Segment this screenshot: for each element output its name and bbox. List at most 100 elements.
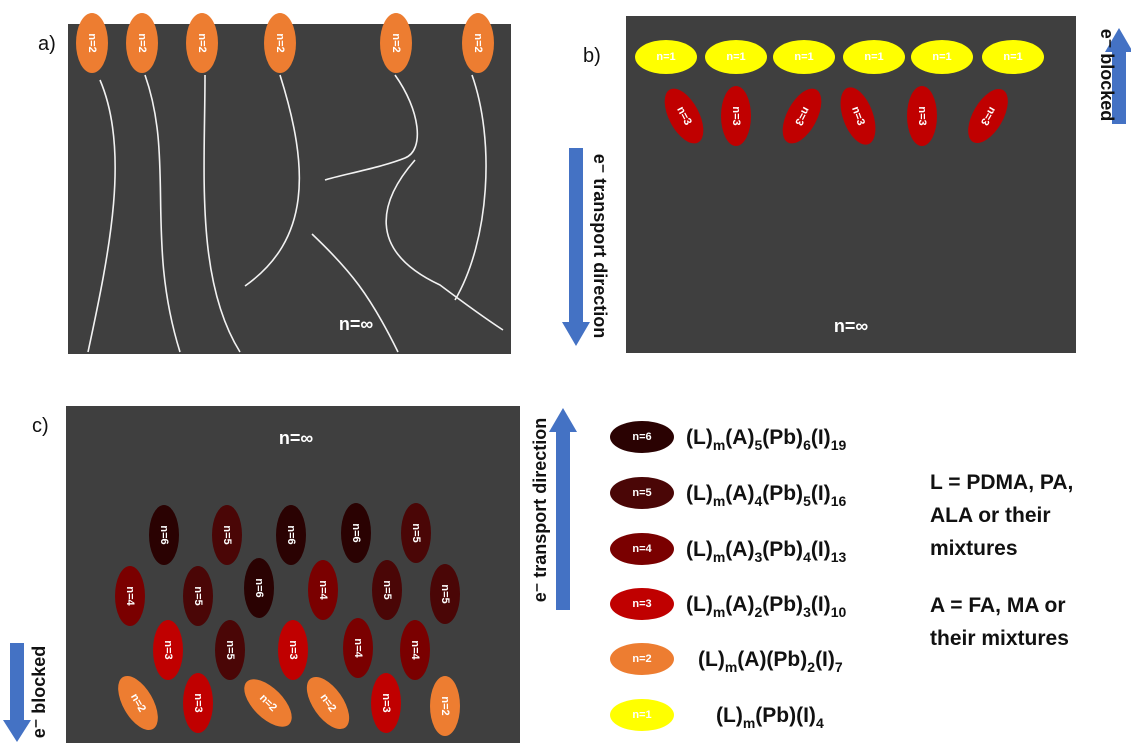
phase-label: n=3	[162, 640, 174, 659]
ellipse-shape	[183, 673, 213, 733]
grain-boundary-line	[454, 74, 487, 301]
ellipse-shape	[840, 87, 876, 145]
ellipse-shape	[400, 620, 430, 680]
phase-label: n=3	[730, 106, 742, 125]
phase-n6-ellipse: n=6	[276, 505, 306, 565]
panel-b: b) n=∞ n=1 n=1 n=1 n=1 n=1 n=1 n=3 n=3 n=3 n=3 n=3…	[562, 16, 1131, 353]
phase-label: n=6	[285, 525, 297, 544]
phase-label: n=1	[864, 51, 883, 63]
ellipse-shape	[380, 13, 412, 73]
ligand-definition-line: ALA or their	[930, 504, 1051, 527]
ellipse-shape	[276, 505, 306, 565]
phase-label: n=5	[221, 525, 233, 544]
ellipse-shape	[610, 421, 674, 453]
legend-formula: (L)m(A)2(Pb)3(I)10	[686, 593, 846, 620]
electron-transport-arrow-up: e⁻ transport direction	[530, 408, 577, 610]
phase-n2-ellipse: n=2	[430, 676, 460, 736]
ellipse-shape	[153, 620, 183, 680]
legend-row-n6: n=6 (L)m(A)5(Pb)6(I)19	[610, 421, 846, 453]
phase-label: n=4	[632, 543, 652, 555]
phase-label: n=5	[410, 523, 422, 542]
phase-label: n=2	[472, 33, 484, 52]
panel-b-label: b)	[583, 45, 601, 67]
phase-n4-ellipse: n=4	[610, 533, 674, 565]
arrow-shaft	[10, 643, 24, 723]
electron-blocked-label: e⁻ blocked	[1097, 29, 1117, 122]
grain-boundaries	[87, 74, 504, 353]
grain-boundary-line	[87, 79, 116, 353]
definitions: L = PDMA, PA, ALA or their mixtures A = …	[930, 471, 1073, 650]
cation-definition-line: A = FA, MA or	[930, 594, 1066, 617]
ellipse-shape	[907, 86, 937, 146]
legend-formula: (L)m(A)3(Pb)4(I)13	[686, 538, 846, 565]
ellipse-shape	[705, 40, 767, 74]
legend-row-n4: n=4 (L)m(A)3(Pb)4(I)13	[610, 533, 846, 565]
ellipse-shape	[244, 679, 292, 727]
cation-definition-line: their mixtures	[930, 627, 1069, 650]
ellipse-shape	[76, 13, 108, 73]
ellipse-shape	[244, 558, 274, 618]
arrow-shaft	[1112, 50, 1126, 124]
arrow-shaft	[569, 148, 583, 324]
ellipse-shape	[341, 503, 371, 563]
ellipse-shape	[843, 40, 905, 74]
phase-n2-ellipse: n=2	[306, 676, 350, 730]
ligand-definition-line: L = PDMA, PA,	[930, 471, 1073, 494]
ellipse-shape	[721, 86, 751, 146]
phase-n3-ellipse: n=3	[782, 88, 822, 144]
legend-row-n1: n=1 (L)m(Pb)(I)4	[610, 699, 824, 731]
phase-n6-ellipse: n=6	[244, 558, 274, 618]
phase-label: n=1	[932, 51, 951, 63]
ellipse-shape	[264, 13, 296, 73]
arrow-head	[562, 322, 590, 346]
legend-row-n3: n=3 (L)m(A)2(Pb)3(I)10	[610, 588, 846, 620]
electron-transport-label: e⁻ transport direction	[530, 418, 550, 603]
ellipse-shape	[773, 40, 835, 74]
phase-label: n=6	[253, 578, 265, 597]
phase-n1-ellipse: n=1	[705, 40, 767, 74]
phase-n3-ellipse: n=3	[840, 87, 876, 145]
phase-n2-ellipse: n=2	[610, 643, 674, 675]
ellipse-shape	[610, 477, 674, 509]
phase-n3-ellipse: n=3	[371, 673, 401, 733]
electron-blocked-arrow-up: e⁻ blocked	[1097, 28, 1131, 124]
ellipse-shape	[782, 88, 822, 144]
phase-n6-ellipse: n=6	[610, 421, 674, 453]
phase-label: n=1	[726, 51, 745, 63]
phase-n3-ellipse: n=3	[907, 86, 937, 146]
ellipse-shape	[115, 566, 145, 626]
phase-label: n=2	[274, 33, 286, 52]
legend-row-n2: n=2 (L)m(A)(Pb)2(I)7	[610, 643, 843, 675]
phase-label: n=1	[794, 51, 813, 63]
grain-boundary-line	[311, 233, 399, 353]
panel-b-phases: n=1 n=1 n=1 n=1 n=1 n=1 n=3 n=3 n=3 n=3 n=3 n=3	[635, 40, 1044, 146]
legend-formula: (L)m(A)4(Pb)5(I)16	[686, 482, 846, 509]
phase-label: n=6	[350, 523, 362, 542]
grain-boundary-line	[385, 159, 504, 331]
phase-label: n=6	[632, 431, 651, 443]
phase-n2-ellipse: n=2	[380, 13, 412, 73]
ellipse-shape	[186, 13, 218, 73]
phase-n4-ellipse: n=4	[115, 566, 145, 626]
ellipse-shape	[635, 40, 697, 74]
ellipse-shape	[278, 620, 308, 680]
phase-n3-ellipse: n=3	[968, 88, 1008, 144]
ellipse-shape	[149, 505, 179, 565]
panel-c-phases: n=6 n=5 n=6 n=6 n=5 n=4 n=5 n=6 n=4 n=5 n=5 n=3 n=5 n…	[115, 503, 460, 736]
phase-n2-ellipse: n=2	[118, 675, 158, 731]
ellipse-shape	[212, 505, 242, 565]
phase-label: n=4	[124, 586, 136, 606]
ellipse-shape	[968, 88, 1008, 144]
phase-n5-ellipse: n=5	[215, 620, 245, 680]
legend-formula: (L)m(Pb)(I)4	[716, 704, 824, 731]
phase-label: n=2	[136, 33, 148, 52]
electron-transport-label: e⁻ transport direction	[590, 154, 610, 339]
phase-n2-ellipse: n=2	[462, 13, 494, 73]
phase-label: n=2	[632, 653, 651, 665]
phase-n5-ellipse: n=5	[212, 505, 242, 565]
ellipse-shape	[215, 620, 245, 680]
phase-label: n=2	[390, 33, 402, 52]
phase-n2-ellipse: n=2	[264, 13, 296, 73]
phase-label: n=2	[86, 33, 98, 52]
